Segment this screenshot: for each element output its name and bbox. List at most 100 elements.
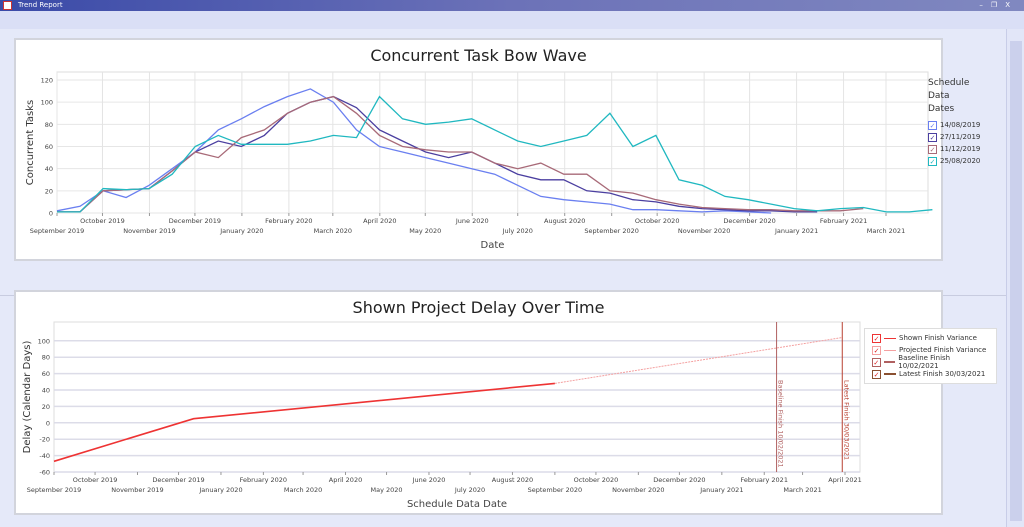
x-tick-label: March 2020 — [284, 486, 322, 494]
x-tick-label: November 2019 — [111, 486, 163, 494]
y-tick-label: 20 — [42, 403, 50, 411]
legend-label: Projected Finish Variance — [899, 346, 987, 354]
plot-area — [53, 321, 861, 473]
legend-item[interactable]: ✓ Shown Finish Variance — [872, 332, 989, 344]
x-axis-title: Schedule Data Date — [407, 499, 507, 510]
legend-checkbox[interactable]: ✓ — [928, 144, 937, 154]
legend-item[interactable]: ✓ 14/08/2019 — [928, 119, 980, 131]
bow-wave-chart: 0 20 40 60 80 100 120 September 2019 October 201… — [25, 71, 933, 251]
y-tick-label: 120 — [41, 77, 53, 85]
x-axis-title: Date — [481, 240, 505, 251]
legend-label: Latest Finish 30/03/2021 — [899, 370, 986, 378]
legend-checkbox[interactable]: ✓ — [928, 132, 937, 142]
x-tick-label: September 2020 — [528, 486, 583, 494]
legend-checkbox[interactable]: ✓ — [872, 333, 881, 343]
toolbar-area — [0, 11, 1024, 29]
legend-label: Shown Finish Variance — [899, 334, 977, 342]
x-tick-label: December 2020 — [653, 476, 705, 484]
y-tick-label: 100 — [41, 99, 53, 107]
x-tick-label: April 2020 — [363, 217, 396, 225]
legend-item[interactable]: ✓ 11/12/2019 — [928, 143, 980, 155]
legend-checkbox[interactable]: ✓ — [872, 369, 881, 379]
legend-label: 11/12/2019 — [940, 145, 981, 153]
x-tick-label: December 2020 — [723, 217, 775, 225]
delay-panel: Shown Project Delay Over Time -60 -40 -20 0… — [14, 290, 997, 515]
legend-item[interactable]: ✓ 25/08/2020 — [928, 155, 980, 167]
close-button[interactable]: X — [1005, 1, 1018, 9]
chart-title: Shown Project Delay Over Time — [352, 298, 605, 317]
x-tick-label: September 2020 — [584, 227, 639, 235]
legend-title: Schedule Data Dates — [928, 78, 970, 114]
bow-wave-legend: Schedule Data Dates ✓ 14/08/2019 ✓ 27/11/2019… — [928, 77, 980, 167]
y-tick-label: 60 — [42, 370, 50, 378]
delay-chart: -60 -40 -20 0 20 40 60 80 100 September 2019 Octob… — [22, 321, 862, 510]
x-tick-label: August 2020 — [492, 476, 533, 484]
y-tick-label: -20 — [39, 436, 50, 444]
x-tick-label: October 2020 — [574, 476, 619, 484]
legend-label: Baseline Finish 10/02/2021 — [898, 354, 951, 370]
legend-checkbox[interactable]: ✓ — [872, 345, 881, 355]
minimize-button[interactable]: – — [979, 1, 991, 9]
y-tick-label: 80 — [42, 354, 50, 362]
legend-swatch — [884, 349, 896, 351]
series-line-25-08-2020 — [57, 95, 933, 213]
x-tick-label: October 2019 — [73, 476, 118, 484]
x-tick-label: May 2020 — [371, 486, 403, 494]
x-tick-label: December 2019 — [152, 476, 204, 484]
maximize-button[interactable]: ❐ — [990, 1, 1006, 9]
app-icon — [3, 1, 12, 10]
bow-wave-panel: Concurrent Task Bow Wave 0 20 40 60 80 100 120… — [14, 38, 980, 261]
y-axis-title: Delay (Calendar Days) — [22, 341, 33, 454]
legend-checkbox[interactable]: ✓ — [872, 357, 881, 367]
legend-swatch — [883, 361, 896, 363]
x-tick-label: June 2020 — [412, 476, 446, 484]
legend-checkbox[interactable]: ✓ — [928, 120, 937, 130]
x-tick-label: April 2020 — [329, 476, 362, 484]
x-tick-label: December 2019 — [169, 217, 221, 225]
legend-swatch — [884, 337, 896, 339]
legend-item[interactable]: ✓ 27/11/2019 — [928, 131, 980, 143]
y-tick-label: 60 — [45, 143, 53, 151]
y-tick-label: 20 — [45, 187, 53, 195]
delay-legend: ✓ Shown Finish Variance ✓ Projected Finish … — [864, 328, 997, 384]
y-tick-label: 80 — [45, 121, 53, 129]
x-tick-label: June 2020 — [455, 217, 489, 225]
x-tick-label: November 2020 — [612, 486, 664, 494]
plot-area — [56, 71, 929, 214]
x-tick-label: August 2020 — [544, 217, 585, 225]
legend-item[interactable]: ✓ Projected Finish Variance — [872, 344, 989, 356]
y-tick-label: -40 — [39, 452, 50, 460]
finish-marker-label: Baseline Finish 10/02/2021 — [777, 380, 785, 468]
y-tick-label: 40 — [45, 165, 53, 173]
legend-item[interactable]: ✓ Latest Finish 30/03/2021 — [872, 368, 989, 380]
series-line-11-12-2019 — [57, 95, 864, 213]
x-tick-label: January 2021 — [699, 486, 743, 494]
x-tick-label: November 2019 — [123, 227, 175, 235]
legend-item[interactable]: ✓ Baseline Finish 10/02/2021 — [872, 354, 989, 370]
y-tick-label: 0 — [46, 419, 50, 427]
y-axis-title: Concurrent Tasks — [25, 100, 36, 185]
x-tick-label: April 2021 — [828, 476, 861, 484]
scrollbar-thumb[interactable] — [1010, 41, 1022, 521]
vertical-scrollbar[interactable] — [1006, 29, 1024, 527]
finish-marker-label: Latest Finish 30/03/2021 — [842, 380, 850, 460]
title-bar: Trend Report –❐X — [0, 0, 1024, 11]
x-tick-label: January 2020 — [219, 227, 263, 235]
x-tick-label: September 2019 — [27, 486, 82, 494]
x-tick-label: July 2020 — [454, 486, 485, 494]
y-tick-label: 40 — [42, 387, 50, 395]
legend-label: 14/08/2019 — [940, 121, 981, 129]
x-tick-label: February 2020 — [265, 217, 312, 225]
y-tick-label: -60 — [39, 469, 50, 477]
x-tick-label: July 2020 — [502, 227, 533, 235]
legend-swatch — [884, 373, 896, 375]
series-line-14-08-2019 — [56, 88, 772, 214]
x-tick-label: March 2021 — [867, 227, 905, 235]
y-tick-label: 0 — [49, 210, 53, 218]
x-tick-label: October 2019 — [80, 217, 125, 225]
window-title: Trend Report — [18, 1, 63, 9]
chart-title: Concurrent Task Bow Wave — [370, 46, 587, 65]
legend-checkbox[interactable]: ✓ — [928, 156, 937, 166]
x-tick-label: February 2021 — [741, 476, 788, 484]
x-tick-label: January 2021 — [774, 227, 818, 235]
